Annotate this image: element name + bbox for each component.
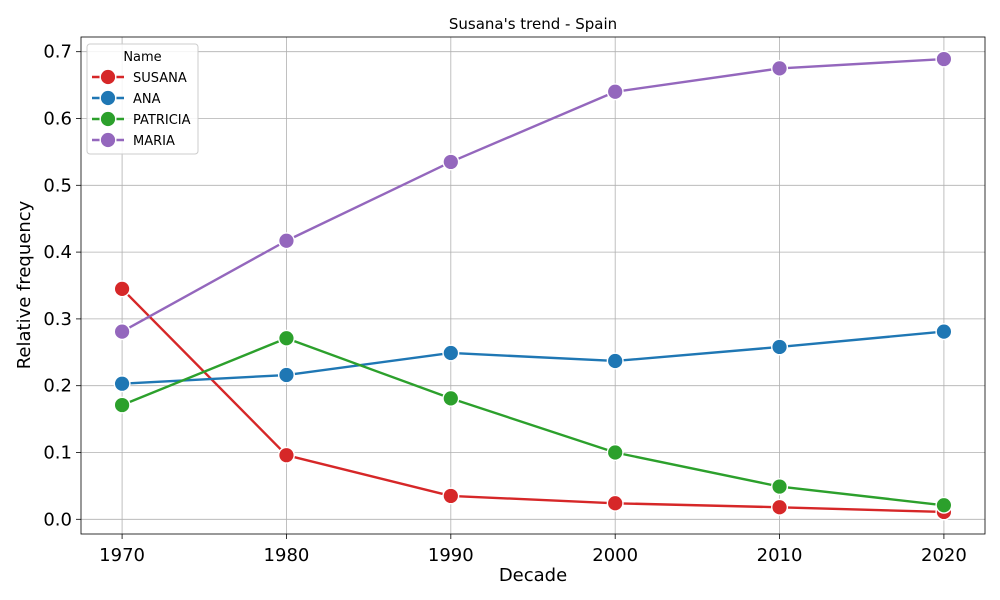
plot-frame	[80, 36, 986, 535]
legend-item-ana: ANA	[92, 89, 161, 107]
legend-label: ANA	[133, 92, 161, 107]
series-line	[121, 57, 944, 333]
y-axis-label: Relative frequency	[14, 200, 35, 369]
data-point	[442, 344, 460, 362]
grid-lines	[81, 37, 985, 534]
data-point	[771, 498, 789, 516]
legend-item-maria: MARIA	[92, 131, 175, 149]
data-point	[277, 329, 295, 347]
legend-title: Name	[123, 50, 161, 65]
data-point	[442, 389, 460, 407]
legend-swatch-marker	[99, 89, 117, 107]
data-point	[442, 487, 460, 505]
data-point	[277, 366, 295, 384]
data-point	[113, 280, 131, 298]
legend-swatch-marker	[99, 131, 117, 149]
y-tick-label: 0.1	[43, 443, 72, 464]
series-line	[121, 287, 944, 514]
x-tick-label: 1980	[264, 545, 310, 566]
chart-title: Susana's trend - Spain	[449, 15, 617, 33]
data-point	[606, 444, 624, 462]
y-axis: 0.0 0.1 0.2 0.3 0.4 0.5 0.6 0.7	[43, 42, 81, 530]
y-tick-label: 0.5	[43, 175, 72, 196]
legend-swatch-marker	[99, 110, 117, 128]
x-axis: 1970 1980 1990 2000 2010 2020	[99, 534, 967, 566]
data-point	[771, 59, 789, 77]
legend-item-susana: SUSANA	[92, 68, 187, 86]
data-point	[771, 338, 789, 356]
y-tick-label: 0.3	[43, 309, 72, 330]
data-point	[935, 323, 953, 341]
legend-label: MARIA	[133, 134, 175, 149]
data-point	[771, 478, 789, 496]
data-point	[277, 446, 295, 464]
legend-label: PATRICIA	[133, 113, 191, 128]
data-point	[277, 232, 295, 250]
x-axis-label: Decade	[499, 565, 567, 586]
y-tick-label: 0.6	[43, 108, 72, 129]
y-tick-label: 0.7	[43, 42, 72, 63]
legend: Name SUSANA ANA PATRICIA MARIA	[86, 43, 199, 155]
series-ana	[113, 323, 953, 393]
data-point	[113, 396, 131, 414]
series-layer	[113, 50, 953, 521]
x-tick-label: 2020	[921, 545, 967, 566]
y-tick-label: 0.0	[43, 509, 72, 530]
x-tick-label: 1990	[428, 545, 474, 566]
data-point	[442, 153, 460, 171]
series-patricia	[113, 329, 953, 514]
y-tick-label: 0.4	[43, 242, 72, 263]
data-point	[606, 494, 624, 512]
legend-box	[86, 43, 199, 155]
data-point	[113, 375, 131, 393]
x-tick-label: 2000	[592, 545, 638, 566]
legend-swatch-marker	[99, 68, 117, 86]
series-line	[121, 337, 945, 507]
data-point	[606, 83, 624, 101]
data-point	[935, 496, 953, 514]
series-line	[122, 330, 945, 385]
series-maria	[113, 50, 953, 341]
legend-label: SUSANA	[133, 71, 187, 86]
x-tick-label: 1970	[99, 545, 145, 566]
data-point	[113, 323, 131, 341]
series-susana	[113, 280, 953, 521]
x-tick-label: 2010	[757, 545, 803, 566]
data-point	[606, 352, 624, 370]
legend-item-patricia: PATRICIA	[92, 110, 191, 128]
y-tick-label: 0.2	[43, 376, 72, 397]
data-point	[935, 50, 953, 68]
